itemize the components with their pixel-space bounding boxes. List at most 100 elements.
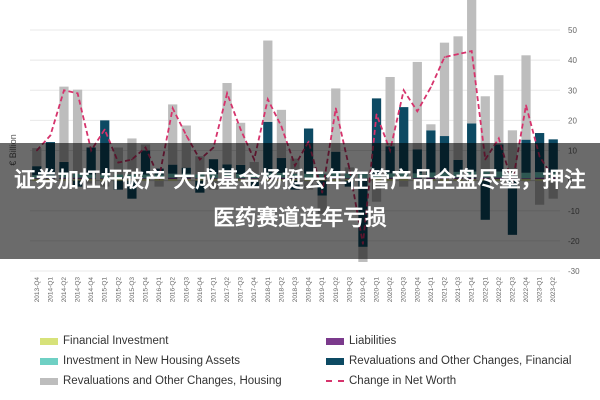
net-worth-point-2014-Q3 <box>76 92 79 95</box>
legend-item-net-worth: Change in Net Worth <box>326 375 456 387</box>
bar-revaluations-and-other-changes-housing-2022-Q1 <box>480 96 490 172</box>
x-tick-label: 2020-Q1 <box>374 277 381 303</box>
x-tick-label: 2019-Q4 <box>360 277 367 303</box>
bar-revaluations-and-other-changes-financial-2020-Q3 <box>399 107 409 174</box>
x-tick-label: 2015-Q4 <box>143 277 150 303</box>
net-worth-point-2016-Q2 <box>171 107 174 110</box>
net-worth-point-2021-Q2 <box>443 56 446 58</box>
net-worth-point-2022-Q4 <box>525 104 527 107</box>
x-tick-label: 2023-Q2 <box>550 277 557 303</box>
legend-swatch <box>326 337 344 345</box>
x-tick-label: 2022-Q4 <box>523 277 530 303</box>
net-worth-point-2019-Q2 <box>334 107 337 110</box>
legend-swatch <box>40 357 58 365</box>
net-worth-point-2021-Q1 <box>430 86 432 89</box>
net-worth-point-2018-Q4 <box>307 140 310 143</box>
y-tick-label: 20 <box>568 116 577 125</box>
x-tick-label: 2019-Q3 <box>346 277 353 303</box>
x-tick-label: 2014-Q2 <box>61 277 68 303</box>
legend: Financial Investment Liabilities Investm… <box>0 330 600 400</box>
x-tick-label: 2017-Q4 <box>251 277 258 303</box>
x-tick-label: 2018-Q2 <box>278 277 285 303</box>
net-worth-point-2015-Q1 <box>103 128 106 131</box>
x-tick-label: 2019-Q1 <box>319 277 326 303</box>
net-worth-point-2014-Q2 <box>63 89 65 92</box>
bar-revaluations-and-other-changes-financial-2020-Q1 <box>371 98 382 174</box>
legend-label: Investment in New Housing Assets <box>63 355 241 367</box>
x-tick-label: 2013-Q4 <box>34 277 41 303</box>
legend-swatch <box>40 377 58 385</box>
x-tick-label: 2015-Q1 <box>102 277 109 303</box>
x-tick-label: 2017-Q3 <box>238 277 245 303</box>
legend-label: Liabilities <box>349 335 397 347</box>
x-tick-label: 2017-Q2 <box>224 277 231 303</box>
x-tick-label: 2016-Q1 <box>156 277 163 303</box>
x-tick-label: 2014-Q3 <box>75 277 82 303</box>
x-tick-label: 2015-Q3 <box>129 277 136 303</box>
bar-revaluations-and-other-changes-housing-2020-Q2 <box>385 76 395 147</box>
bar-revaluations-and-other-changes-housing-2021-Q2 <box>439 42 450 137</box>
legend-item-financial-investment: Financial Investment <box>40 335 168 347</box>
x-tick-label: 2017-Q1 <box>210 277 217 303</box>
net-worth-point-2016-Q3 <box>185 134 188 137</box>
bar-revaluations-and-other-changes-housing-2014-Q3 <box>72 89 83 174</box>
x-tick-label: 2016-Q3 <box>183 277 190 303</box>
x-tick-label: 2020-Q2 <box>387 277 394 303</box>
legend-label: Financial Investment <box>63 335 169 347</box>
x-tick-label: 2014-Q1 <box>47 277 54 303</box>
net-worth-point-2021-Q4 <box>470 50 473 52</box>
net-worth-point-2022-Q2 <box>498 137 500 140</box>
net-worth-point-2021-Q3 <box>457 53 459 55</box>
x-tick-label: 2022-Q3 <box>509 277 516 303</box>
bar-revaluations-and-other-changes-housing-2018-Q1 <box>263 40 273 122</box>
legend-dash <box>326 380 344 382</box>
y-tick-label: 50 <box>568 26 577 35</box>
legend-item-reval-housing: Revaluations and Other Changes, Housing <box>40 375 282 387</box>
x-tick-label: 2022-Q2 <box>496 277 503 303</box>
bar-revaluations-and-other-changes-housing-2021-Q1 <box>426 124 436 131</box>
legend-swatch <box>40 337 58 345</box>
x-tick-label: 2023-Q1 <box>537 277 544 303</box>
bar-revaluations-and-other-changes-housing-2021-Q3 <box>453 36 463 160</box>
bar-revaluations-and-other-changes-housing-2020-Q4 <box>412 61 422 150</box>
x-tick-label: 2022-Q1 <box>482 277 489 303</box>
x-tick-label: 2018-Q4 <box>306 277 313 303</box>
net-worth-point-2017-Q2 <box>226 92 228 95</box>
bar-revaluations-and-other-changes-housing-2014-Q2 <box>59 86 69 162</box>
y-tick-label: 30 <box>568 86 577 95</box>
legend-item-reval-financial: Revaluations and Other Changes, Financia… <box>326 355 571 367</box>
net-worth-point-2020-Q4 <box>416 110 419 113</box>
x-tick-label: 2015-Q2 <box>115 277 122 303</box>
bar-revaluations-and-other-changes-housing-2016-Q2 <box>168 104 178 165</box>
bar-revaluations-and-other-changes-housing-2018-Q2 <box>276 109 287 159</box>
net-worth-point-2020-Q3 <box>402 89 405 92</box>
legend-label: Revaluations and Other Changes, Housing <box>63 375 282 387</box>
x-tick-label: 2021-Q1 <box>428 277 435 303</box>
x-tick-label: 2016-Q4 <box>197 277 204 303</box>
y-tick-label: -30 <box>568 267 580 276</box>
x-tick-label: 2021-Q4 <box>469 277 476 303</box>
headline-overlay: 证券加杠杆破产 大成基金杨挺去年在管产品全盘尽墨，押注医药赛道连年亏损 <box>0 143 600 259</box>
x-tick-label: 2020-Q3 <box>401 277 408 303</box>
legend-item-new-housing: Investment in New Housing Assets <box>40 355 240 367</box>
bar-revaluations-and-other-changes-housing-2019-Q2 <box>331 88 341 152</box>
y-tick-label: 40 <box>568 56 577 65</box>
net-worth-point-2020-Q1 <box>375 113 378 116</box>
x-tick-label: 2020-Q4 <box>414 277 421 303</box>
x-tick-labels: 2013-Q4 2014-Q1 2014-Q2 2014-Q3 2014-Q4 2015-… <box>34 277 557 303</box>
x-tick-label: 2019-Q2 <box>333 277 340 303</box>
headline: 证券加杠杆破产 大成基金杨挺去年在管产品全盘尽墨，押注医药赛道连年亏损 <box>14 168 586 231</box>
x-tick-label: 2014-Q4 <box>88 277 95 303</box>
net-worth-point-2014-Q1 <box>49 134 52 137</box>
net-worth-point-2018-Q2 <box>280 125 283 128</box>
legend-item-liabilities: Liabilities <box>326 335 396 347</box>
x-tick-label: 2016-Q2 <box>170 277 177 303</box>
bar-revaluations-and-other-changes-housing-2022-Q2 <box>494 75 504 145</box>
x-tick-label: 2018-Q3 <box>292 277 299 303</box>
net-worth-point-2018-Q1 <box>267 98 269 101</box>
net-worth-point-2017-Q3 <box>239 128 242 131</box>
legend-label: Change in Net Worth <box>349 375 457 387</box>
bar-revaluations-and-other-changes-housing-2021-Q4 <box>467 0 477 124</box>
bar-revaluations-and-other-changes-housing-2017-Q2 <box>222 83 232 165</box>
legend-swatch <box>326 357 344 365</box>
